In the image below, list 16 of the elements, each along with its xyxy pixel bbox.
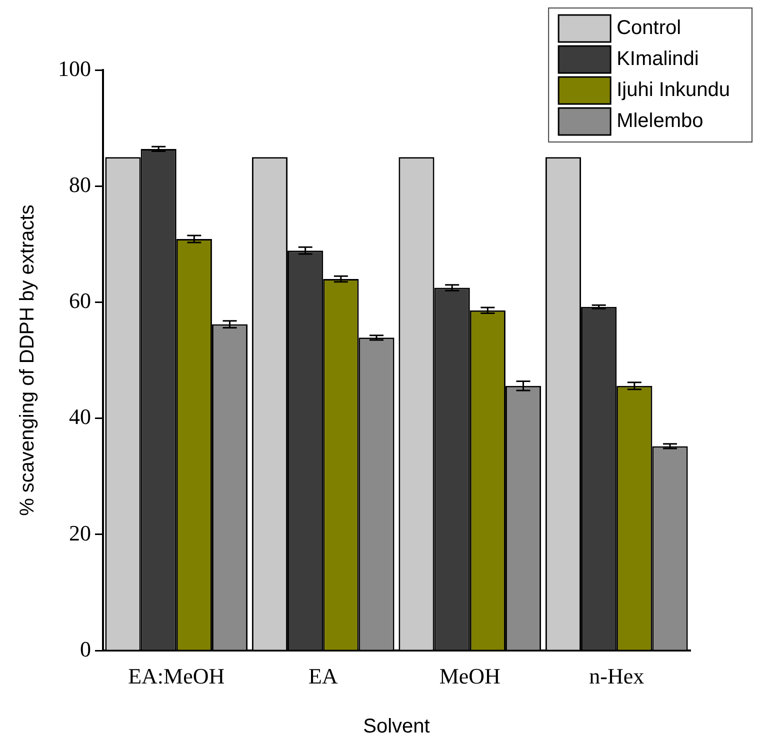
y-tick-label: 100 <box>58 56 91 81</box>
legend-label: KImalindi <box>616 48 699 70</box>
x-axis-title: Solvent <box>363 716 430 738</box>
y-tick-label: 20 <box>69 520 91 546</box>
x-tick-label: EA <box>308 664 338 689</box>
y-tick-label: 60 <box>69 288 91 314</box>
legend-label: Ijuhi Inkundu <box>616 79 730 102</box>
x-tick-label: EA:MeOH <box>128 664 225 689</box>
y-axis-title: % scavenging of DDPH by extracts <box>16 204 39 516</box>
x-tick-label: n-Hex <box>589 664 644 689</box>
y-tick-label: 80 <box>69 172 91 197</box>
y-tick-label: 40 <box>69 404 91 430</box>
x-tick-label: MeOH <box>439 664 501 689</box>
y-tick-label: 0 <box>80 636 91 662</box>
legend-label: Mlelembo <box>616 110 704 132</box>
legend-label: Control <box>616 17 682 40</box>
